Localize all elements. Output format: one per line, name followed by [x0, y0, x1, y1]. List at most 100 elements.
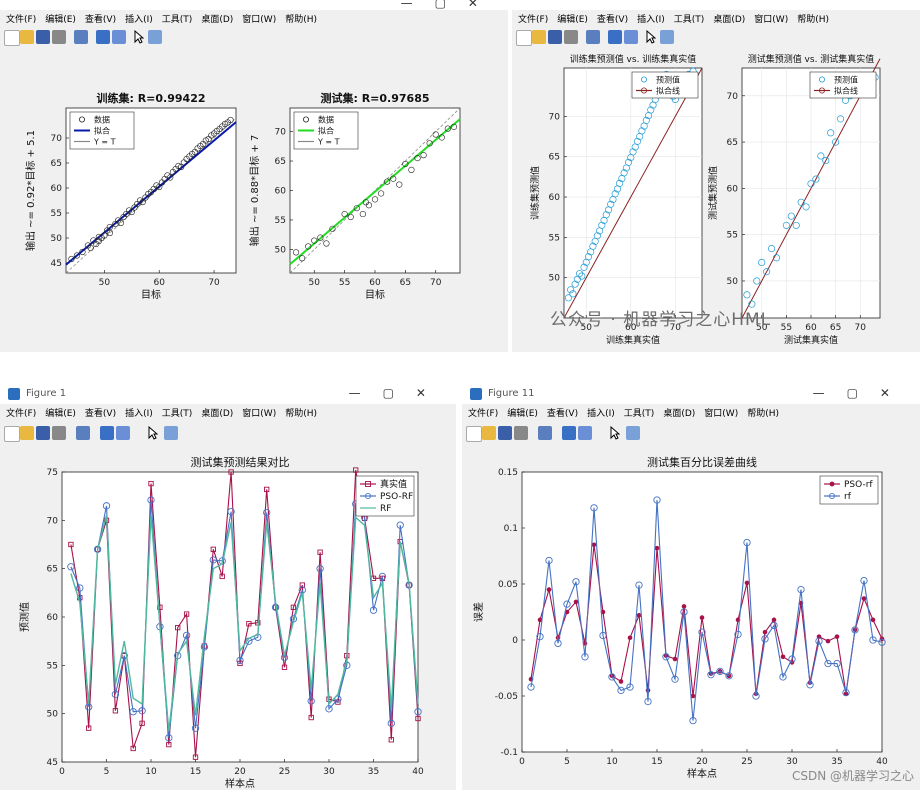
- y-axis-label: 预测值: [18, 602, 31, 632]
- menu-window[interactable]: 窗口(W): [242, 15, 277, 25]
- menu-view[interactable]: 查看(V): [84, 409, 117, 419]
- data-point: [165, 734, 173, 742]
- y-axis-label: 误差: [472, 602, 485, 622]
- data-point: [591, 542, 597, 548]
- menu-help[interactable]: 帮助(H): [285, 409, 317, 419]
- y-tick-label: 60: [47, 613, 59, 623]
- colorbar-icon[interactable]: [96, 30, 110, 44]
- legend-icon[interactable]: [624, 30, 638, 44]
- data-point: [130, 745, 136, 752]
- data-point: [744, 580, 750, 586]
- menu-desktop[interactable]: 桌面(D): [663, 409, 696, 419]
- open-icon[interactable]: [20, 426, 34, 440]
- data-point: [662, 653, 670, 661]
- data-point: [192, 754, 199, 760]
- y-tick-label: 70: [275, 128, 287, 138]
- pointer-icon[interactable]: [610, 425, 621, 440]
- menu-window[interactable]: 窗口(W): [242, 409, 277, 419]
- open-icon[interactable]: [532, 30, 546, 44]
- menu-help[interactable]: 帮助(H): [285, 15, 317, 25]
- menu-insert[interactable]: 插入(I): [637, 15, 665, 25]
- menu-tools[interactable]: 工具(T): [673, 15, 705, 25]
- data-point: [384, 178, 391, 185]
- menu-edit[interactable]: 编辑(E): [45, 15, 76, 25]
- menu-help[interactable]: 帮助(H): [797, 15, 829, 25]
- window-controls[interactable]: —▢✕: [812, 386, 912, 400]
- window-controls[interactable]: —▢✕: [400, 0, 500, 10]
- link-icon[interactable]: [76, 426, 90, 440]
- print-icon[interactable]: [52, 426, 66, 440]
- menu-insert[interactable]: 插入(I): [125, 15, 153, 25]
- propertyeditor-icon[interactable]: [164, 426, 178, 440]
- open-icon[interactable]: [20, 30, 34, 44]
- menu-view[interactable]: 查看(V): [84, 15, 117, 25]
- menu-insert[interactable]: 插入(I): [587, 409, 615, 419]
- menu-window[interactable]: 窗口(W): [704, 409, 739, 419]
- menu-help[interactable]: 帮助(H): [747, 409, 779, 419]
- pointer-icon[interactable]: [646, 29, 657, 44]
- y-axis-label: 测试集预测值: [707, 166, 719, 220]
- save-icon[interactable]: [498, 426, 512, 440]
- menu-view[interactable]: 查看(V): [546, 409, 579, 419]
- save-icon[interactable]: [36, 30, 50, 44]
- window-title: Figure 11: [488, 388, 535, 399]
- new-icon[interactable]: [4, 30, 20, 46]
- series-line: [530, 544, 883, 697]
- x-tick-label: 30: [786, 757, 798, 767]
- menu-tools[interactable]: 工具(T): [623, 409, 655, 419]
- legend-icon[interactable]: [116, 426, 130, 440]
- menu-desktop[interactable]: 桌面(D): [201, 15, 234, 25]
- legend-icon[interactable]: [112, 30, 126, 44]
- new-icon[interactable]: [466, 426, 482, 442]
- menu-edit[interactable]: 编辑(E): [507, 409, 538, 419]
- print-icon[interactable]: [564, 30, 578, 44]
- y-tick-label: 60: [275, 187, 287, 197]
- data-point: [527, 683, 535, 691]
- pointer-icon[interactable]: [134, 29, 145, 44]
- save-icon[interactable]: [36, 426, 50, 440]
- window-controls[interactable]: —▢✕: [348, 386, 448, 400]
- save-icon[interactable]: [548, 30, 562, 44]
- menu-file[interactable]: 文件(F): [468, 409, 499, 419]
- menu-file[interactable]: 文件(F): [6, 15, 37, 25]
- colorbar-icon[interactable]: [608, 30, 622, 44]
- link-icon[interactable]: [74, 30, 88, 44]
- new-icon[interactable]: [516, 30, 532, 46]
- legend-marker: [641, 76, 648, 83]
- x-tick-label: 60: [369, 278, 381, 288]
- propertyeditor-icon[interactable]: [148, 30, 162, 44]
- menu-edit[interactable]: 编辑(E): [557, 15, 588, 25]
- legend-label: 预测值: [656, 75, 680, 85]
- propertyeditor-icon[interactable]: [626, 426, 640, 440]
- legend-icon[interactable]: [578, 426, 592, 440]
- menu-insert[interactable]: 插入(I): [125, 409, 153, 419]
- menu-window[interactable]: 窗口(W): [754, 15, 789, 25]
- propertyeditor-icon[interactable]: [660, 30, 674, 44]
- link-icon[interactable]: [538, 426, 552, 440]
- menu-tools[interactable]: 工具(T): [161, 409, 193, 419]
- menu-tools[interactable]: 工具(T): [161, 15, 193, 25]
- pointer-icon[interactable]: [148, 425, 159, 440]
- menu-desktop[interactable]: 桌面(D): [713, 15, 746, 25]
- menu-desktop[interactable]: 桌面(D): [201, 409, 234, 419]
- y-tick-label: 70: [727, 92, 739, 102]
- link-icon[interactable]: [586, 30, 600, 44]
- open-icon[interactable]: [482, 426, 496, 440]
- data-point: [567, 286, 575, 294]
- colorbar-icon[interactable]: [562, 426, 576, 440]
- data-point: [812, 175, 820, 183]
- new-icon[interactable]: [4, 426, 20, 442]
- data-point: [68, 541, 74, 548]
- menu-edit[interactable]: 编辑(E): [45, 409, 76, 419]
- data-point: [802, 203, 810, 211]
- colorbar-icon[interactable]: [100, 426, 114, 440]
- data-point: [860, 576, 868, 585]
- print-icon[interactable]: [52, 30, 66, 44]
- data-point: [546, 587, 552, 592]
- menu-file[interactable]: 文件(F): [6, 409, 37, 419]
- data-point: [183, 611, 190, 617]
- print-icon[interactable]: [514, 426, 528, 440]
- menu-file[interactable]: 文件(F): [518, 15, 549, 25]
- x-tick-label: 5: [104, 767, 110, 777]
- menu-view[interactable]: 查看(V): [596, 15, 629, 25]
